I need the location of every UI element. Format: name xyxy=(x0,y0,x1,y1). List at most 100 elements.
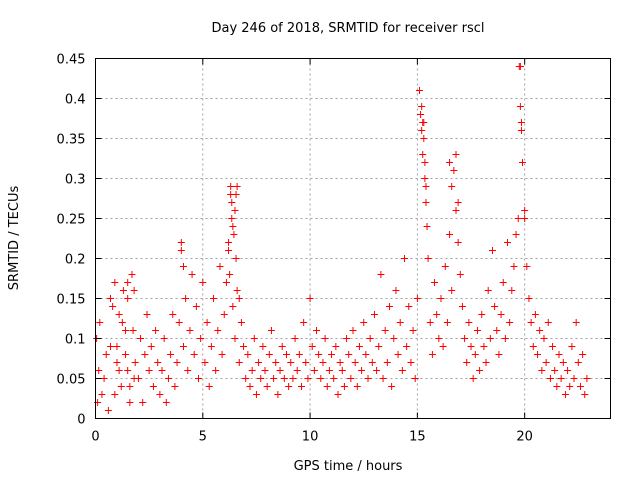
data-point xyxy=(100,375,108,382)
y-tick-label: 0.45 xyxy=(57,53,86,68)
data-point xyxy=(131,359,139,366)
data-point xyxy=(226,271,234,278)
data-point xyxy=(381,327,389,334)
data-point xyxy=(345,351,353,358)
data-point xyxy=(257,375,265,382)
data-point xyxy=(302,359,310,366)
data-point xyxy=(419,119,427,126)
data-point xyxy=(162,399,170,406)
data-point xyxy=(229,303,237,310)
data-point xyxy=(229,223,237,230)
data-point xyxy=(484,287,492,294)
data-point xyxy=(186,327,194,334)
data-point xyxy=(261,367,269,374)
data-point xyxy=(124,367,132,374)
chart-title: Day 246 of 2018, SRMTID for receiver rsc… xyxy=(211,21,484,36)
data-point xyxy=(403,343,411,350)
data-point xyxy=(265,351,273,358)
data-point xyxy=(228,199,236,206)
data-point xyxy=(366,335,374,342)
data-point xyxy=(212,367,220,374)
data-point xyxy=(231,207,239,214)
data-point xyxy=(450,167,458,174)
data-point xyxy=(147,343,155,350)
data-point xyxy=(154,359,162,366)
data-point xyxy=(411,375,419,382)
data-point xyxy=(188,271,196,278)
data-point xyxy=(499,279,507,286)
y-tick-label: 0.35 xyxy=(57,133,86,148)
data-point xyxy=(192,303,200,310)
y-tick-label: 0.1 xyxy=(65,333,86,348)
data-point xyxy=(364,375,372,382)
data-point xyxy=(177,239,185,246)
data-point xyxy=(420,135,428,142)
data-point xyxy=(242,375,250,382)
axis-ticks xyxy=(95,58,611,419)
data-point xyxy=(332,343,340,350)
data-point xyxy=(113,343,121,350)
data-point xyxy=(493,327,501,334)
data-point xyxy=(422,183,430,190)
data-point xyxy=(516,63,524,70)
data-point xyxy=(231,335,239,342)
data-point xyxy=(190,351,198,358)
data-point xyxy=(171,383,179,390)
data-point xyxy=(398,367,406,374)
data-point xyxy=(98,391,106,398)
data-point xyxy=(300,319,308,326)
data-point xyxy=(574,359,582,366)
data-point xyxy=(295,351,303,358)
data-point xyxy=(139,399,147,406)
data-point xyxy=(126,383,134,390)
data-point xyxy=(370,311,378,318)
data-point xyxy=(564,367,572,374)
data-point xyxy=(540,335,548,342)
data-point xyxy=(244,351,252,358)
data-point xyxy=(488,247,496,254)
data-point xyxy=(222,279,230,286)
data-point xyxy=(118,319,126,326)
data-point xyxy=(287,359,295,366)
data-point xyxy=(293,367,301,374)
data-point xyxy=(313,327,321,334)
data-point xyxy=(392,287,400,294)
data-point xyxy=(437,295,445,302)
data-point xyxy=(233,287,241,294)
data-point xyxy=(182,295,190,302)
data-point xyxy=(349,327,357,334)
data-point xyxy=(107,295,115,302)
data-point xyxy=(104,407,112,414)
data-point xyxy=(561,391,569,398)
data-point xyxy=(119,287,127,294)
data-point xyxy=(527,319,535,326)
data-point xyxy=(431,279,439,286)
data-point xyxy=(317,375,325,382)
data-point xyxy=(486,335,494,342)
data-point xyxy=(328,351,336,358)
data-point xyxy=(267,327,275,334)
data-point xyxy=(195,375,202,382)
data-point xyxy=(122,327,130,334)
data-point xyxy=(259,343,267,350)
y-tick-label: 0 xyxy=(77,413,85,428)
data-point xyxy=(401,255,408,262)
tick-labels: 0 0.05 0.1 0.15 0.2 0.25 0.3 0.35 0.4 0.45 0 5 10 15 2… xyxy=(57,53,533,445)
data-point xyxy=(421,175,429,182)
data-point xyxy=(117,383,125,390)
data-point xyxy=(128,271,136,278)
data-point xyxy=(282,351,290,358)
data-point xyxy=(270,375,278,382)
data-point xyxy=(461,335,469,342)
data-point xyxy=(115,311,123,318)
data-point xyxy=(521,207,529,214)
data-point xyxy=(388,383,396,390)
data-point xyxy=(368,359,376,366)
data-point xyxy=(516,103,524,110)
data-point xyxy=(158,367,166,374)
data-point xyxy=(538,367,546,374)
data-point xyxy=(177,247,185,254)
data-point xyxy=(536,327,544,334)
data-point xyxy=(225,239,233,246)
data-point xyxy=(553,383,561,390)
